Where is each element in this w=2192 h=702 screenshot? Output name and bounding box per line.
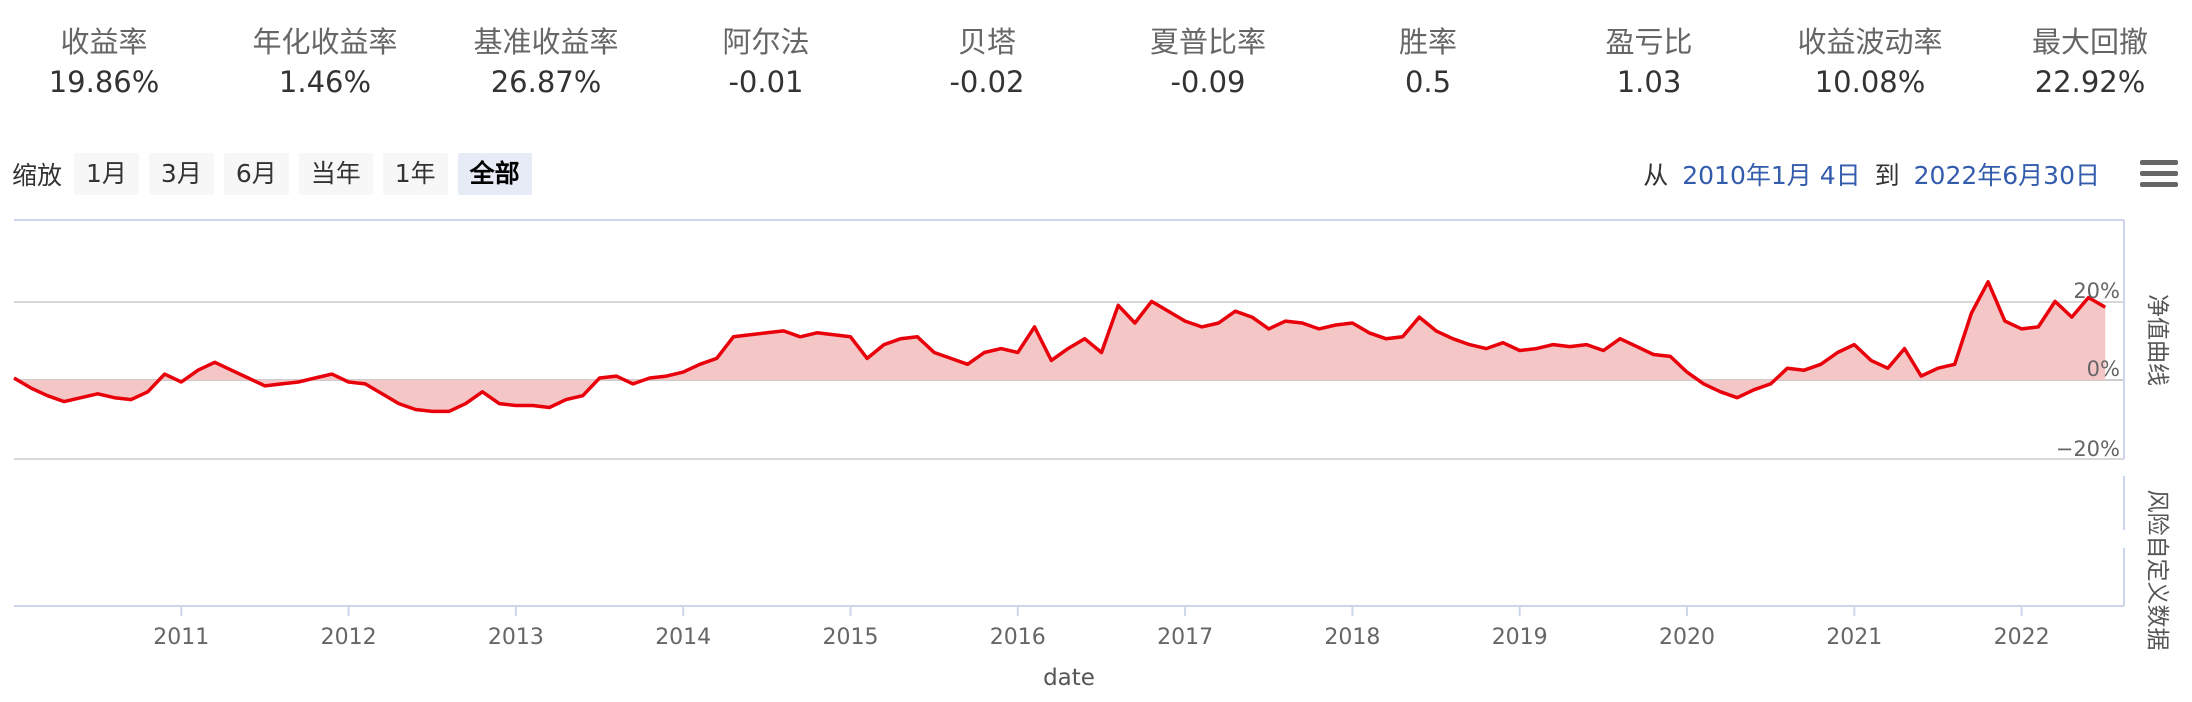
metric-item: 阿尔法 -0.01 — [676, 22, 856, 102]
x-tick-label: 2013 — [488, 625, 544, 650]
zoom-1m-button[interactable]: 1月 — [74, 153, 139, 195]
x-tick-label: 2021 — [1826, 625, 1882, 650]
y-tick-label: −20% — [2056, 437, 2120, 461]
zoom-label: 缩放 — [12, 161, 63, 190]
metric-item: 夏普比率 -0.09 — [1118, 22, 1298, 102]
net-value-series-line — [13, 280, 2107, 414]
x-tick-label: 2020 — [1659, 625, 1715, 650]
metrics-bar: 收益率 19.86% 年化收益率 1.46% 基准收益率 26.87% 阿尔法 -0.01 贝塔… — [0, 22, 2192, 102]
metric-value: 10.08% — [1814, 65, 1926, 99]
zoom-6m-button[interactable]: 6月 — [223, 153, 289, 195]
metric-value: -0.01 — [728, 65, 804, 99]
metric-item: 最大回撤 22.92% — [2000, 22, 2180, 102]
series-area-fill — [14, 281, 2106, 412]
range-from-label: 从 — [1643, 161, 1669, 190]
metric-label: 最大回撤 — [2031, 25, 2148, 59]
x-tick-label: 2016 — [990, 625, 1046, 650]
x-tick-label: 2017 — [1157, 625, 1213, 650]
y-axis-ticks: 20% 0% −20% — [2056, 279, 2120, 461]
x-tick-label: 2018 — [1324, 625, 1380, 650]
zoom-all-button[interactable]: 全部 — [457, 153, 532, 195]
metric-value: 22.92% — [2034, 65, 2146, 99]
x-tick-label: 2015 — [823, 625, 879, 650]
x-axis-title: date — [1043, 665, 1095, 691]
metric-value: -0.02 — [949, 65, 1025, 99]
zoom-3m-button[interactable]: 3月 — [148, 153, 214, 195]
metric-value: 1.03 — [1616, 65, 1682, 99]
pane2-title: 风险自定义数据 — [2144, 490, 2170, 651]
x-tick-label: 2011 — [153, 625, 209, 650]
metric-label: 盈亏比 — [1605, 25, 1693, 59]
metric-label: 贝塔 — [957, 25, 1016, 59]
metric-item: 胜率 0.5 — [1338, 22, 1518, 102]
metric-label: 收益率 — [60, 25, 148, 59]
metric-value: 19.86% — [48, 65, 160, 99]
metric-item: 收益率 19.86% — [14, 22, 194, 102]
metric-label: 夏普比率 — [1149, 25, 1266, 59]
hamburger-menu-icon[interactable] — [2140, 160, 2178, 190]
x-tick-label: 2019 — [1492, 625, 1548, 650]
metric-item: 盈亏比 1.03 — [1559, 22, 1739, 102]
range-to-label: 到 — [1874, 161, 1900, 190]
x-tick-label: 2012 — [321, 625, 377, 650]
metric-label: 年化收益率 — [252, 25, 398, 59]
range-to-input[interactable]: 2022年6月30日 — [1913, 161, 2100, 190]
metric-label: 胜率 — [1398, 25, 1457, 59]
metric-value: 1.46% — [278, 65, 372, 99]
x-tick-label: 2022 — [1994, 625, 2050, 650]
metric-value: -0.09 — [1170, 65, 1246, 99]
x-axis-ticks: 2011 2012 2013 2014 2015 2016 2017 2018 2019 2020… — [153, 606, 2050, 650]
date-range: 从 2010年1月 4日 到 2022年6月30日 — [1629, 153, 2100, 195]
y-tick-label: 0% — [2087, 357, 2120, 381]
metric-value: 26.87% — [490, 65, 602, 99]
pane1-title: 净值曲线 — [2144, 294, 2170, 386]
metric-value: 0.5 — [1404, 65, 1452, 99]
metric-item: 收益波动率 10.08% — [1780, 22, 1960, 102]
metric-label: 收益波动率 — [1797, 25, 1943, 59]
range-from-input[interactable]: 2010年1月 4日 — [1682, 161, 1861, 190]
zoom-ytd-button[interactable]: 当年 — [298, 153, 373, 195]
metric-item: 年化收益率 1.46% — [235, 22, 415, 102]
zoom-selector: 缩放 1月 3月 6月 当年 1年 全部 — [12, 153, 542, 195]
y-tick-label: 20% — [2073, 279, 2120, 303]
metric-item: 贝塔 -0.02 — [897, 22, 1077, 102]
metric-label: 基准收益率 — [473, 25, 619, 59]
metric-item: 基准收益率 26.87% — [456, 22, 636, 102]
x-tick-label: 2014 — [655, 625, 711, 650]
metric-label: 阿尔法 — [722, 25, 810, 59]
zoom-1y-button[interactable]: 1年 — [382, 153, 448, 195]
